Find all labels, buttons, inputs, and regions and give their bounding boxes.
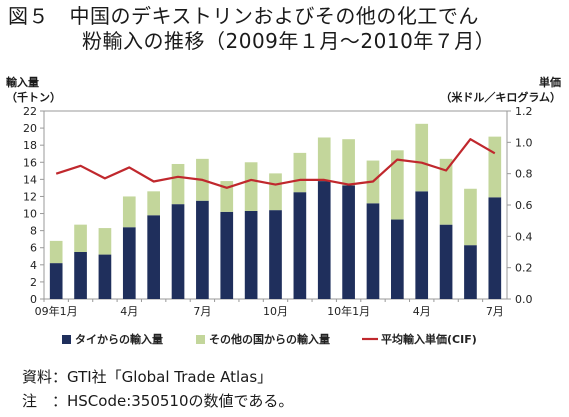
bar-other [98, 228, 112, 255]
bar-taiwan [220, 211, 234, 299]
x-tick-label: 10月 [263, 305, 288, 318]
bar-taiwan [74, 252, 87, 299]
right-tick-label: 0.6 [515, 199, 533, 212]
left-tick-label: 2 [30, 276, 37, 289]
bar-taiwan [269, 210, 282, 299]
bar-taiwan [366, 203, 380, 299]
bar-taiwan [244, 210, 258, 299]
bar-taiwan [98, 254, 112, 299]
bar-other [293, 152, 307, 193]
bar-other [122, 196, 136, 228]
right-axis-title-text: 単価 [539, 76, 561, 89]
bar-other [391, 150, 404, 220]
bar-taiwan [49, 263, 63, 299]
right-axis-title: 単価 （米ドル／キログラム） [440, 75, 561, 105]
legend-label-taiwan: タイからの輸入量 [75, 332, 163, 346]
left-tick-label: 0 [30, 293, 37, 306]
bar-other [464, 188, 477, 246]
price-line [55, 138, 496, 189]
bar-taiwan [391, 219, 404, 299]
left-tick-label: 10 [23, 208, 37, 221]
right-tick-label: 0.8 [515, 168, 533, 181]
bar-other [244, 162, 258, 211]
left-axis-unit-text: （千トン） [6, 91, 61, 104]
bar-taiwan [439, 224, 453, 299]
bar-other [439, 158, 453, 225]
right-axis-unit-text: （米ドル／キログラム） [440, 91, 561, 104]
bar-taiwan [488, 197, 502, 299]
right-tick-label: 0.4 [515, 230, 533, 243]
bar-taiwan [415, 191, 429, 299]
figure-title-line1: 図５ 中国のデキストリンおよびその他の化工でん [8, 4, 479, 28]
bar-other [415, 123, 429, 192]
bar-taiwan [317, 181, 331, 299]
bar-other [74, 224, 87, 252]
left-tick-label: 6 [30, 242, 37, 255]
bar-other [342, 139, 355, 186]
left-axis-title: 輸入量 （千トン） [6, 75, 61, 105]
bar-other [171, 163, 185, 205]
x-tick-label: 10年1月 [327, 304, 370, 318]
x-tick-label: 7月 [193, 305, 211, 318]
figure-title: 図５ 中国のデキストリンおよびその他の化工でん 粉輸入の推移（2009年１月～2… [8, 4, 568, 54]
left-axis-title-text: 輸入量 [6, 76, 39, 89]
bar-taiwan [342, 185, 355, 299]
bar-taiwan [147, 215, 160, 299]
bar-taiwan [171, 204, 185, 299]
left-tick-label: 4 [30, 259, 37, 272]
x-tick-label: 4月 [413, 305, 431, 318]
bar-other [49, 240, 63, 264]
bar-other [269, 173, 282, 211]
left-tick-label: 22 [23, 105, 37, 118]
left-tick-label: 20 [23, 122, 37, 135]
bar-other [488, 136, 502, 198]
left-tick-label: 12 [23, 190, 37, 203]
bar-taiwan [122, 227, 136, 299]
right-tick-label: 0.0 [515, 293, 533, 306]
left-tick-label: 18 [23, 139, 37, 152]
left-tick-label: 16 [23, 156, 37, 169]
x-tick-label: 4月 [120, 305, 138, 318]
legend-label-other: その他の国からの輸入量 [209, 332, 330, 346]
bar-taiwan [293, 192, 307, 299]
bar-taiwan [464, 245, 477, 299]
source-note: 資料：GTI社「Global Trade Atlas」 [22, 368, 273, 386]
footnote: 注 ：HSCode:350510の数値である。 [22, 392, 294, 410]
right-tick-label: 1.2 [515, 105, 533, 118]
left-tick-label: 14 [23, 173, 37, 186]
bar-other [220, 181, 234, 212]
figure-title-line2: 粉輸入の推移（2009年１月～2010年７月） [82, 29, 496, 53]
legend-label-price: 平均輸入単価(CIF) [381, 332, 477, 346]
legend-swatch-taiwan [62, 335, 71, 344]
bar-other [147, 191, 160, 216]
x-tick-label: 09年1月 [35, 304, 78, 318]
right-tick-label: 1.0 [515, 136, 533, 149]
bar-taiwan [196, 200, 209, 299]
left-tick-label: 8 [30, 225, 37, 238]
legend-swatch-other [196, 335, 205, 344]
right-tick-label: 0.2 [515, 262, 533, 275]
x-tick-label: 7月 [486, 305, 504, 318]
bar-other [317, 137, 331, 182]
